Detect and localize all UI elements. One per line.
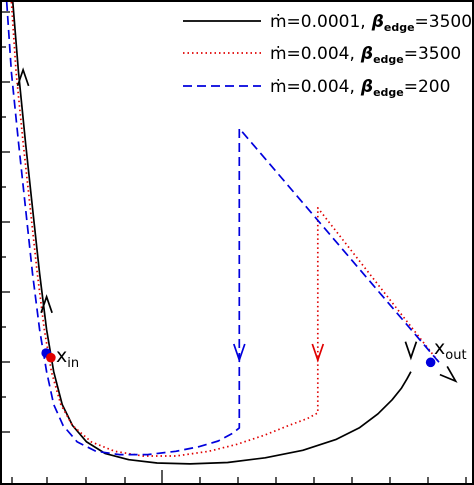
legend-beta-val-2: =3500 [404, 44, 462, 64]
svg-text:ṁ=0.004,βedge=3500: ṁ=0.004, βedge=3500 [270, 44, 461, 66]
legend-mdot-1: ṁ=0.0001, [270, 12, 366, 32]
legend-beta-1: β [371, 12, 384, 32]
legend-beta-sub-3: edge [373, 86, 404, 99]
critical-points [41, 348, 436, 368]
series-layer [5, 1, 440, 465]
label-x-in: xin [56, 345, 79, 371]
svg-text:ṁ=0.0001,βedge=3500: ṁ=0.0001, βedge=3500 [270, 12, 472, 34]
legend-beta-3: β [360, 77, 373, 97]
legend-mdot-2: ṁ=0.004, [270, 44, 355, 64]
label-x-out: xout [434, 337, 467, 363]
svg-text:xin: xin [56, 345, 79, 371]
point-x-in-red [46, 352, 56, 363]
series-line-1 [11, 1, 412, 465]
flow-arrow-5 [404, 341, 418, 361]
series-line-2 [10, 1, 440, 457]
legend-beta-sub-1: edge [384, 21, 415, 34]
flow-arrow-4 [311, 343, 325, 363]
flow-arrow-2 [40, 294, 53, 314]
legend-entry-3: ṁ=0.004, βedge=200 [183, 77, 450, 99]
legend-beta-val-3: =200 [404, 77, 451, 97]
flow-arrow-1 [16, 67, 30, 87]
legend-entry-1: ṁ=0.0001, βedge=3500 [183, 12, 472, 34]
legend-entry-2: ṁ=0.004, βedge=3500 [183, 44, 461, 66]
flow-arrows [16, 67, 458, 383]
label-x-out-main: x [434, 337, 445, 359]
flow-arrow-3 [232, 343, 246, 363]
legend: ṁ=0.0001, βedge=3500 ṁ=0.004, βedge=3500 ṁ… [183, 12, 472, 99]
flow-arrow-6 [439, 365, 458, 383]
axis-ticks [1, 11, 467, 484]
legend-mdot-3: ṁ=0.004, [270, 77, 355, 97]
label-x-in-sub: in [67, 356, 79, 371]
svg-text:xout: xout [434, 337, 467, 363]
legend-beta-val-1: =3500 [415, 12, 473, 32]
label-x-in-main: x [56, 345, 67, 367]
svg-text:ṁ=0.004,βedge=200: ṁ=0.004, βedge=200 [270, 77, 450, 99]
series-line-3 [5, 1, 440, 456]
point-x-out [425, 357, 436, 368]
legend-beta-2: β [360, 44, 373, 64]
legend-beta-sub-2: edge [373, 53, 404, 66]
label-x-out-sub: out [445, 348, 466, 363]
